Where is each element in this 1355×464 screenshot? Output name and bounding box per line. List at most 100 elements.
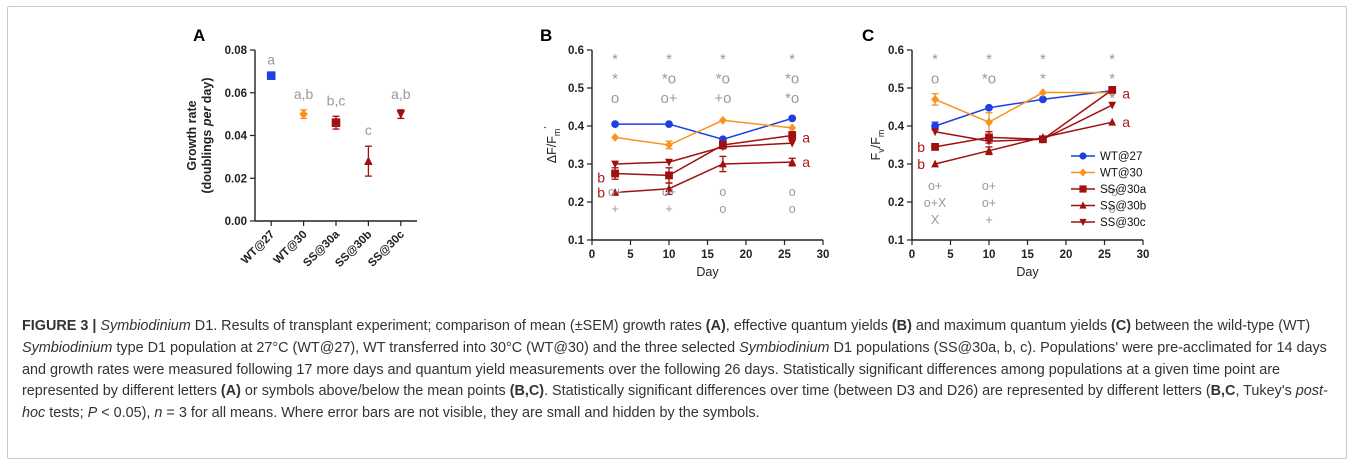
legend-label: SS@30a <box>1100 184 1147 196</box>
legend-marker <box>1079 168 1087 177</box>
figure-frame <box>7 6 1347 459</box>
y-tick-label: 0.1 <box>568 235 585 247</box>
y-tick-label: 0.2 <box>888 197 904 209</box>
y-tick-label: 0.4 <box>568 121 585 133</box>
data-point <box>788 139 797 148</box>
data-point <box>299 109 308 119</box>
series-line <box>614 119 793 146</box>
significance-symbol: * <box>1109 90 1115 107</box>
data-point <box>611 133 619 142</box>
data-point <box>665 184 673 193</box>
species-name: Symbiodinium <box>739 339 830 356</box>
significance-symbol: * <box>986 51 992 68</box>
y-tick-label: 0.2 <box>568 197 584 209</box>
significance-letter: a,b <box>294 86 314 102</box>
series-line <box>934 91 1113 124</box>
y-tick-label: 0.6 <box>888 45 904 57</box>
series-line <box>934 121 1113 165</box>
x-tick-label: 30 <box>1137 249 1150 261</box>
caption-text: or symbols above/below the mean points <box>240 383 510 400</box>
panel-label: A <box>193 26 205 45</box>
x-tick-label: 10 <box>983 249 996 261</box>
significance-symbol: o <box>1109 202 1116 216</box>
significance-symbol: o <box>931 71 939 88</box>
x-tick-label: 15 <box>701 249 714 261</box>
significance-symbol: * <box>720 51 726 68</box>
legend-marker <box>1079 218 1087 227</box>
data-point <box>1039 135 1047 144</box>
data-point <box>665 120 673 128</box>
x-tick-label: 5 <box>947 249 954 261</box>
data-point <box>1108 86 1117 94</box>
data-point <box>1108 117 1117 126</box>
caption-text: , effective quantum yields <box>725 318 892 334</box>
data-point <box>788 131 797 140</box>
significance-letter: a,b <box>391 86 411 102</box>
caption-text: = 3 for all means. Where error bars are … <box>162 405 760 422</box>
significance-letter: b,c <box>327 92 346 108</box>
significance-letter: a <box>267 52 275 68</box>
data-point <box>788 123 797 133</box>
significance-symbol: *o <box>1106 185 1118 199</box>
time-significance-letter: b <box>917 139 925 155</box>
time-significance-letter: a <box>1122 86 1130 102</box>
x-tick-label: 20 <box>740 249 753 261</box>
x-tick-label: 25 <box>1098 249 1111 261</box>
significance-symbol: +o <box>714 90 731 107</box>
legend-marker <box>1079 201 1087 209</box>
significance-symbol: *o <box>982 71 996 88</box>
legend-marker <box>1079 152 1087 160</box>
x-tick-label: 20 <box>1060 249 1073 261</box>
significance-symbol: * <box>932 51 938 68</box>
caption-text: and maximum quantum yields <box>911 318 1112 334</box>
chart-panel-a: 0.000.020.040.060.08WT@27aWT@30a,bSS@30a… <box>185 45 417 270</box>
significance-symbol: * <box>1040 51 1046 68</box>
significance-symbol: * <box>612 51 618 68</box>
legend-label: WT@27 <box>1100 151 1142 163</box>
caption-italic: n <box>154 405 163 422</box>
data-point <box>611 169 619 178</box>
data-point <box>931 95 939 104</box>
data-point <box>931 128 939 137</box>
x-tick-label: WT@27 <box>239 229 277 267</box>
significance-symbol: * <box>612 71 618 88</box>
data-point <box>719 143 727 152</box>
caption-text: < 0.05), <box>97 405 155 422</box>
caption-text: D1 populations (SS@30a, b, c). Populatio… <box>22 339 1327 400</box>
y-tick-label: 0.3 <box>888 159 904 171</box>
significance-symbol: + <box>665 202 672 216</box>
data-point <box>665 158 673 167</box>
caption-ref: (B,C) <box>509 383 545 400</box>
caption-italic: post-hoc <box>22 383 1328 422</box>
data-point <box>788 157 797 166</box>
significance-symbol: o+ <box>608 185 622 199</box>
significance-symbol: * <box>666 51 672 68</box>
significance-symbol: * <box>1040 71 1046 88</box>
data-point <box>665 171 673 180</box>
data-point <box>985 103 993 112</box>
x-tick-label: SS@30c <box>366 228 407 269</box>
y-tick-label: 0.08 <box>225 45 248 57</box>
x-tick-label: 10 <box>663 249 676 261</box>
y-tick-label: 0.4 <box>888 121 905 133</box>
significance-symbol: X <box>931 213 940 227</box>
series-line <box>615 142 793 165</box>
significance-symbol: * <box>1109 51 1115 68</box>
series-line <box>615 134 793 177</box>
significance-symbol: * <box>1109 71 1115 88</box>
significance-symbol: o <box>719 202 726 216</box>
data-point <box>719 115 727 125</box>
caption-text: between the wild-type (WT) <box>1131 318 1311 334</box>
y-tick-label: 0.5 <box>568 83 585 95</box>
x-tick-label: 5 <box>627 249 634 261</box>
significance-symbol: o+ <box>982 196 996 210</box>
significance-symbol: o <box>719 185 726 199</box>
data-point <box>1108 101 1117 110</box>
time-significance-letter: b <box>917 156 925 172</box>
data-point <box>611 160 619 169</box>
time-significance-letter: b <box>597 185 605 201</box>
significance-symbol: o+ <box>982 179 996 193</box>
legend-label: WT@30 <box>1100 168 1142 180</box>
y-tick-label: 0.6 <box>568 45 584 57</box>
x-tick-label: 15 <box>1021 249 1034 261</box>
